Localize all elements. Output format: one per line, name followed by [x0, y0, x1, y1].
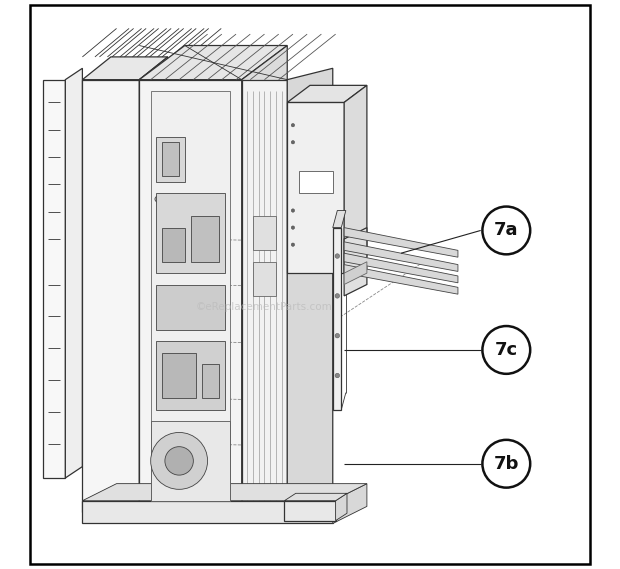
Polygon shape	[156, 341, 224, 410]
Circle shape	[291, 226, 294, 229]
Polygon shape	[344, 85, 367, 273]
Polygon shape	[333, 211, 346, 228]
Polygon shape	[344, 228, 367, 296]
Polygon shape	[344, 228, 458, 257]
Polygon shape	[335, 493, 347, 521]
Polygon shape	[287, 102, 344, 273]
Ellipse shape	[166, 195, 180, 203]
Polygon shape	[253, 262, 276, 296]
Polygon shape	[82, 501, 333, 523]
Polygon shape	[202, 364, 219, 398]
Circle shape	[335, 333, 340, 338]
Polygon shape	[287, 68, 333, 512]
Polygon shape	[140, 46, 287, 80]
Circle shape	[482, 207, 530, 254]
Polygon shape	[285, 493, 347, 501]
Polygon shape	[344, 262, 367, 284]
Circle shape	[482, 326, 530, 374]
Polygon shape	[82, 57, 168, 80]
Circle shape	[291, 141, 294, 144]
Polygon shape	[140, 57, 168, 512]
Polygon shape	[140, 80, 242, 512]
Polygon shape	[82, 80, 140, 512]
Polygon shape	[82, 484, 367, 501]
Polygon shape	[156, 137, 185, 182]
Polygon shape	[299, 171, 333, 193]
Ellipse shape	[155, 195, 169, 203]
Circle shape	[165, 447, 193, 475]
Polygon shape	[43, 80, 65, 478]
Circle shape	[291, 209, 294, 212]
Polygon shape	[287, 85, 367, 102]
Polygon shape	[162, 353, 196, 398]
Circle shape	[335, 373, 340, 378]
Text: ©eReplacementParts.com: ©eReplacementParts.com	[196, 302, 333, 312]
Polygon shape	[162, 142, 179, 176]
Polygon shape	[190, 216, 219, 262]
Polygon shape	[333, 228, 341, 410]
Polygon shape	[242, 46, 287, 512]
Polygon shape	[156, 193, 224, 273]
Circle shape	[291, 123, 294, 127]
Circle shape	[482, 440, 530, 488]
Polygon shape	[151, 91, 231, 501]
Polygon shape	[285, 501, 335, 521]
Polygon shape	[162, 228, 185, 262]
Circle shape	[335, 254, 340, 258]
Polygon shape	[65, 68, 82, 478]
Circle shape	[151, 432, 208, 489]
Polygon shape	[151, 421, 231, 501]
Polygon shape	[156, 284, 224, 330]
Circle shape	[291, 243, 294, 246]
Text: 7a: 7a	[494, 221, 518, 240]
Polygon shape	[344, 242, 458, 271]
Polygon shape	[242, 80, 287, 512]
Text: 7c: 7c	[495, 341, 518, 359]
Circle shape	[335, 294, 340, 298]
Polygon shape	[253, 216, 276, 250]
Polygon shape	[344, 253, 458, 283]
Text: 7b: 7b	[494, 455, 519, 473]
Polygon shape	[344, 265, 458, 294]
Polygon shape	[333, 484, 367, 523]
